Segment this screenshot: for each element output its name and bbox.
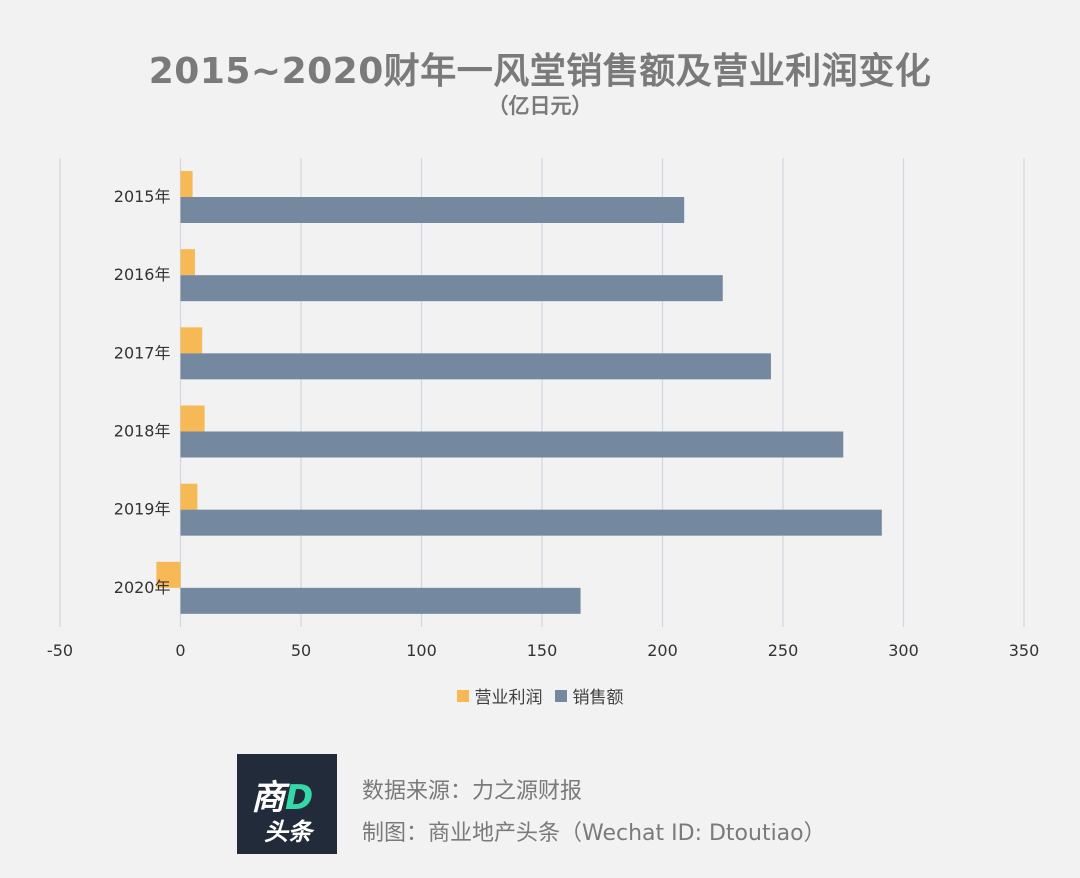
y-category-label: 2018年 — [114, 422, 171, 441]
logo-text-line1: 商D — [251, 778, 314, 818]
data-source-text: 数据来源：力之源财报 — [362, 779, 583, 804]
y-category-label: 2016年 — [114, 265, 171, 284]
sales-bar — [180, 431, 844, 458]
legend-label-profit: 营业利润 — [474, 688, 543, 708]
x-tick-label: 50 — [291, 641, 311, 660]
legend-swatch-sales — [554, 689, 567, 702]
x-tick-label: -50 — [47, 641, 73, 660]
legend-swatch-profit — [456, 689, 469, 702]
profit-bar — [156, 561, 181, 588]
y-category-label: 2017年 — [114, 343, 171, 362]
y-category-label: 2020年 — [114, 578, 171, 597]
legend-item-profit: 营业利润 — [456, 683, 543, 708]
logo-text-line2: 头条 — [264, 818, 312, 846]
legend-item-sales: 销售额 — [554, 683, 624, 708]
bar-chart: -50 0 50 100 150 200 250 300 350 2015年 2016年 2017年 2… — [47, 158, 1040, 660]
x-tick-label: 350 — [1009, 641, 1040, 660]
sales-bar — [180, 509, 882, 536]
profit-bar — [180, 483, 198, 510]
profit-bar — [180, 405, 205, 432]
profit-bar — [180, 171, 193, 197]
chart-legend: 营业利润 销售额 — [0, 683, 1080, 708]
profit-bar — [180, 249, 195, 276]
sales-bar — [180, 587, 581, 614]
x-tick-label: 250 — [768, 641, 799, 660]
chart-maker-text: 制图：商业地产头条（Wechat ID: Dtoutiao） — [362, 821, 826, 846]
profit-bar — [180, 327, 203, 354]
chart-subtitle: （亿日元） — [487, 94, 593, 118]
sales-bar — [180, 197, 685, 223]
x-tick-label: 200 — [647, 641, 678, 660]
y-category-label: 2019年 — [114, 500, 171, 519]
sales-bar — [180, 353, 771, 380]
x-tick-label: 0 — [175, 641, 185, 660]
chart-title: 2015~2020财年一风堂销售额及营业利润变化 — [148, 51, 932, 92]
x-tick-label: 100 — [406, 641, 437, 660]
y-category-label: 2015年 — [114, 187, 171, 206]
brand-logo: 商D 头条 — [237, 754, 337, 854]
sales-bar — [180, 275, 723, 302]
x-tick-label: 150 — [527, 641, 558, 660]
legend-label-sales: 销售额 — [572, 688, 624, 708]
x-tick-label: 300 — [888, 641, 919, 660]
